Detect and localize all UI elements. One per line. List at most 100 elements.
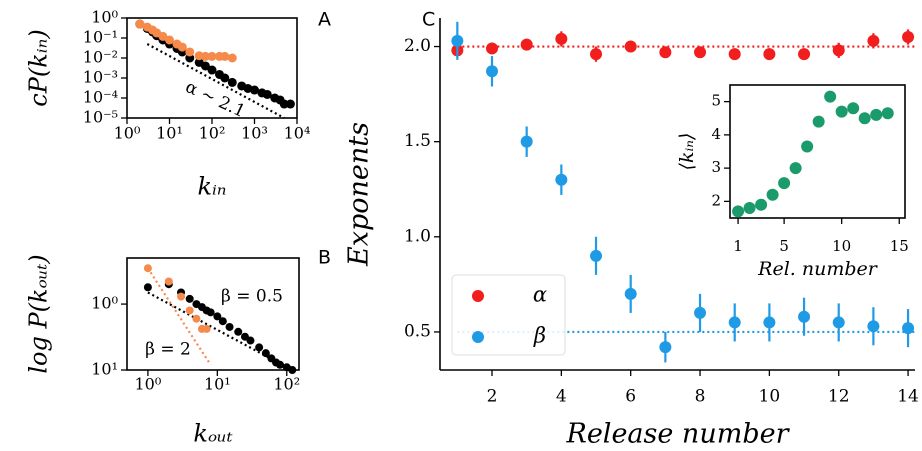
x-tick-label: 15 (890, 237, 909, 255)
point (262, 89, 272, 99)
point (200, 51, 210, 61)
y-tick-label: 4 (711, 125, 721, 143)
point (590, 249, 603, 262)
y-tick-label: 10⁻¹ (83, 28, 118, 47)
point (451, 34, 464, 47)
point (902, 322, 915, 335)
point (755, 198, 768, 211)
legend-label: α (533, 283, 547, 307)
point (798, 48, 811, 61)
point (867, 34, 880, 47)
x-tick-label: 10² (273, 375, 300, 394)
point (220, 51, 230, 61)
point (227, 77, 237, 87)
point (225, 322, 234, 331)
point (812, 115, 825, 128)
x-tick-label: 6 (625, 387, 636, 407)
x-axis-label: kᵢₙ (197, 173, 226, 201)
point (520, 135, 533, 148)
point (798, 310, 811, 323)
point (732, 205, 745, 218)
y-tick-label: 10⁰ (91, 8, 118, 27)
point (728, 48, 741, 61)
point (555, 32, 568, 45)
point (694, 306, 707, 319)
x-axis-label: kₒᵤₜ (193, 420, 232, 448)
y-tick-label: 5 (711, 92, 721, 110)
x-tick-label: 10 (759, 387, 781, 407)
y-axis-label: log P(kₒᵤₜ) (25, 254, 53, 373)
fit-line (146, 267, 212, 366)
point (832, 316, 845, 329)
x-tick-label: 10² (199, 124, 226, 143)
point (832, 44, 845, 57)
point (763, 316, 776, 329)
point (135, 19, 145, 29)
x-tick-label: 14 (897, 387, 919, 407)
point (520, 38, 533, 51)
point (143, 264, 152, 273)
point (486, 65, 499, 78)
point (728, 316, 741, 329)
plot-frame (729, 84, 906, 219)
point (202, 324, 211, 333)
annotation: β = 2 (145, 340, 191, 360)
point (288, 366, 297, 374)
point (694, 46, 707, 59)
point (220, 73, 230, 83)
point (192, 314, 201, 323)
panel-label: A (318, 9, 331, 31)
point (213, 312, 222, 321)
x-tick-label: 10³ (241, 124, 268, 143)
point (870, 108, 883, 121)
point (218, 317, 227, 326)
point (285, 99, 295, 109)
point (207, 65, 217, 75)
point (659, 46, 672, 59)
point (624, 287, 637, 300)
point (858, 112, 871, 125)
plot-frame (126, 257, 300, 371)
x-tick-label: 10 (832, 237, 851, 255)
x-axis-label: Rel. number (757, 258, 879, 280)
y-tick-label: 1.0 (404, 226, 431, 246)
point (185, 47, 195, 57)
y-tick-label: 10⁻⁵ (83, 108, 118, 127)
point (824, 90, 837, 103)
point (206, 308, 215, 317)
legend-box (451, 274, 566, 356)
point (200, 61, 210, 71)
y-tick-label: 3 (711, 158, 721, 176)
y-tick-label: 2 (711, 191, 721, 209)
y-tick-label: 10⁰ (91, 294, 118, 313)
point (555, 173, 568, 186)
fit-line (146, 43, 285, 119)
point (279, 99, 289, 109)
point (234, 327, 243, 336)
panel-label: C (422, 9, 435, 31)
inset-background (670, 70, 915, 278)
legend-label: β (533, 324, 546, 348)
point (881, 107, 894, 120)
y-tick-label: 10⁻⁴ (83, 88, 118, 107)
point (763, 48, 776, 61)
point (590, 48, 603, 61)
point (164, 277, 173, 286)
x-tick-label: 12 (828, 387, 850, 407)
x-tick-label: 8 (695, 387, 706, 407)
x-tick-label: 5 (779, 237, 789, 255)
point (276, 360, 285, 369)
y-tick-label: 1.5 (404, 131, 431, 151)
point (177, 42, 187, 52)
x-tick-label: 2 (487, 387, 498, 407)
point (789, 162, 802, 175)
legend-marker (472, 290, 484, 302)
point (261, 349, 270, 358)
x-tick-label: 10¹ (156, 124, 183, 143)
x-tick-label: 10⁰ (135, 375, 162, 394)
y-tick-label: 10⁻³ (83, 68, 118, 87)
point (250, 85, 259, 95)
legend-marker (472, 331, 484, 343)
x-axis-label: Release number (566, 419, 791, 450)
point (801, 140, 814, 153)
